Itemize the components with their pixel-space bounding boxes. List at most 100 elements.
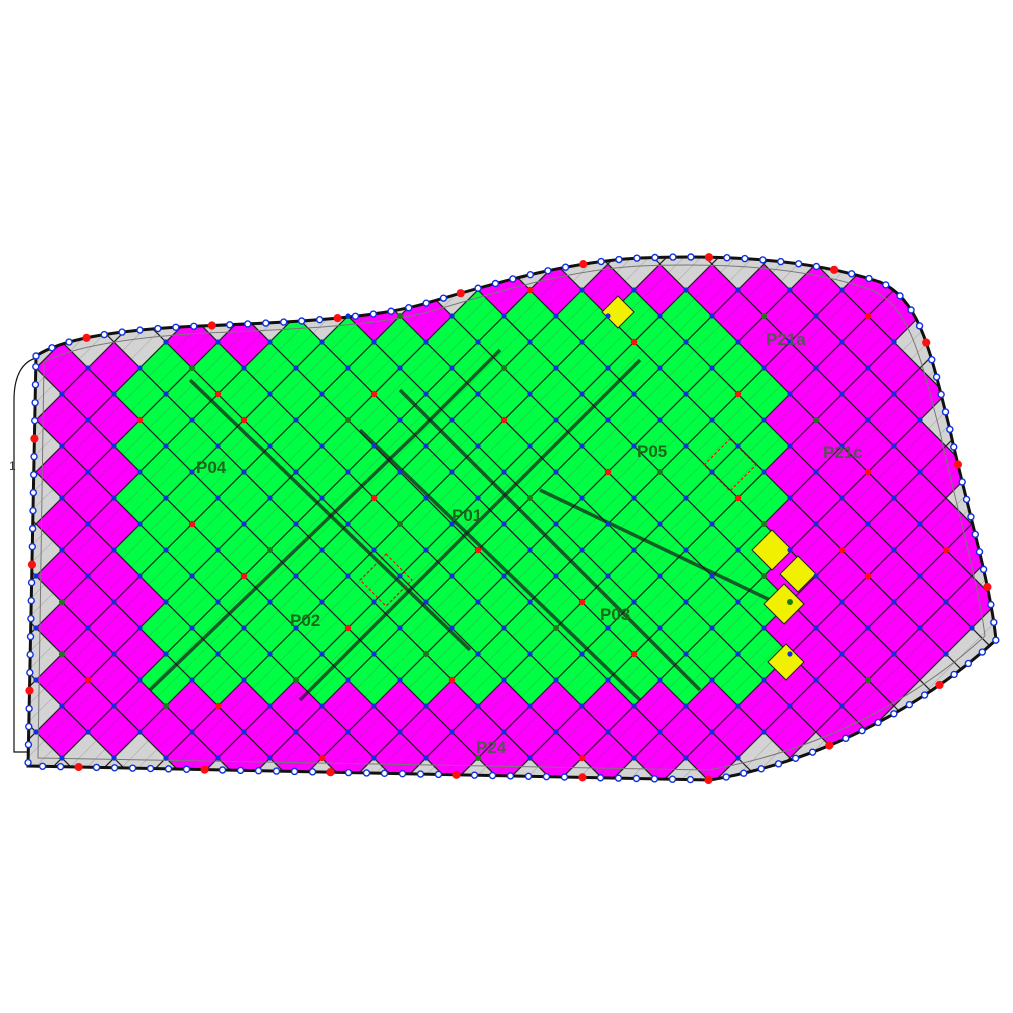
node-green <box>397 521 403 527</box>
cell-subdivision <box>625 359 652 386</box>
node-green <box>397 313 403 319</box>
node-red <box>704 775 713 785</box>
cell-subdivision <box>443 593 470 620</box>
node-interior <box>761 729 767 735</box>
cell-subdivision <box>902 532 929 559</box>
cell-subdivision <box>131 593 158 620</box>
cell-subdivision <box>833 567 860 594</box>
node-interior <box>319 391 325 397</box>
cell-subdivision <box>70 480 97 507</box>
node-boundary <box>975 548 984 556</box>
node-boundary <box>722 773 730 781</box>
node-boundary <box>596 774 605 782</box>
node-interior <box>267 495 273 501</box>
cell-subdivision <box>174 584 201 611</box>
cell-subdivision <box>668 402 695 429</box>
cell-subdivision <box>105 515 132 542</box>
node-interior <box>579 391 585 397</box>
node-interior <box>189 625 195 631</box>
cell-subdivision <box>443 541 470 568</box>
cell-subdivision <box>460 350 487 377</box>
cell-subdivision <box>781 515 808 542</box>
cell-subdivision <box>694 272 721 299</box>
node-interior <box>475 391 481 397</box>
cell-subdivision <box>885 359 912 386</box>
cell-subdivision <box>859 281 886 308</box>
node-boundary <box>362 769 371 777</box>
panel-label-p21a: P21a <box>766 330 806 349</box>
node-interior <box>527 755 533 761</box>
node-interior <box>111 443 117 449</box>
node-interior <box>579 495 585 501</box>
highlight-cell <box>767 643 805 681</box>
node-interior <box>709 417 715 423</box>
cell-subdivision <box>469 619 496 646</box>
node-interior <box>553 417 559 423</box>
node-boundary <box>794 260 803 268</box>
node-boundary <box>990 618 998 627</box>
node-boundary <box>669 253 677 261</box>
node-boundary <box>146 764 155 773</box>
node-interior <box>241 469 247 475</box>
node-interior <box>163 495 169 501</box>
cell-subdivision <box>755 645 782 672</box>
node-red <box>825 741 834 750</box>
cell-subdivision <box>287 645 314 672</box>
node-interior <box>527 547 533 553</box>
cell-subdivision <box>755 281 782 308</box>
node-interior <box>319 495 325 501</box>
cell-subdivision <box>495 697 522 724</box>
cell-subdivision <box>512 350 539 377</box>
cell-subdivision <box>209 411 236 438</box>
cell-subdivision <box>122 480 149 507</box>
cell-subdivision <box>807 645 834 672</box>
cell-subdivision <box>824 662 851 689</box>
node-red <box>318 754 326 762</box>
node-interior <box>709 469 715 475</box>
cell-subdivision <box>616 454 643 481</box>
node-interior <box>345 469 351 475</box>
cell-subdivision <box>538 532 565 559</box>
node-interior <box>293 417 299 423</box>
cell-subdivision <box>599 281 626 308</box>
cell-subdivision <box>356 662 383 689</box>
cell-subdivision <box>781 463 808 490</box>
cell-subdivision <box>287 697 314 724</box>
cell-subdivision <box>391 645 418 672</box>
node-interior <box>33 625 39 631</box>
cell-subdivision <box>720 610 747 637</box>
node-interior <box>709 677 715 683</box>
cell-subdivision <box>590 376 617 403</box>
cell-subdivision <box>96 610 123 637</box>
cell-subdivision <box>538 324 565 351</box>
cell-subdivision <box>547 281 574 308</box>
cell-subdivision <box>833 463 860 490</box>
node-interior <box>85 625 91 631</box>
cell-subdivision <box>521 619 548 646</box>
cell-subdivision <box>408 558 435 585</box>
node-boundary <box>387 307 395 315</box>
cell-subdivision <box>564 298 591 325</box>
node-interior <box>787 651 793 657</box>
cell-subdivision <box>720 662 747 689</box>
node-boundary <box>979 565 988 574</box>
cell-subdivision <box>278 636 305 663</box>
node-boundary <box>615 255 623 264</box>
node-green <box>475 755 481 761</box>
cell-subdivision <box>902 584 929 611</box>
cell-subdivision <box>859 593 886 620</box>
cell-subdivision <box>668 714 695 741</box>
node-interior <box>475 443 481 449</box>
cell-subdivision <box>772 506 799 533</box>
node-boundary <box>946 425 954 434</box>
cell-subdivision <box>625 515 652 542</box>
node-red <box>935 680 944 690</box>
cell-subdivision <box>729 411 756 438</box>
node-interior <box>267 391 273 397</box>
cell-subdivision <box>850 688 877 715</box>
cell-subdivision <box>460 610 487 637</box>
node-interior <box>735 339 741 345</box>
cell-subdivision <box>625 671 652 698</box>
cell-subdivision <box>798 584 825 611</box>
cell-subdivision <box>443 385 470 412</box>
